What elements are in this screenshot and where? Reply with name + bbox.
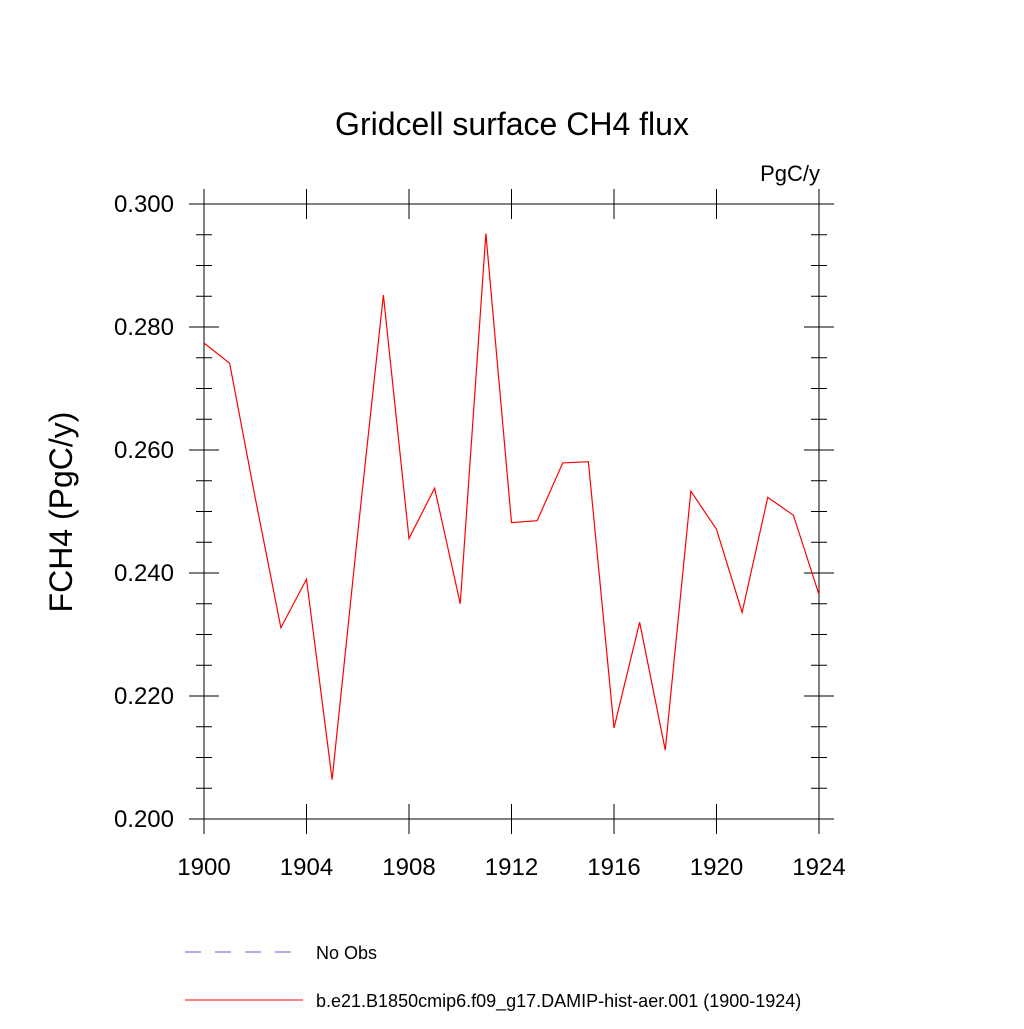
chart-title: Gridcell surface CH4 flux bbox=[335, 106, 689, 142]
x-tick-label: 1904 bbox=[280, 854, 333, 881]
x-tick-label: 1900 bbox=[177, 854, 230, 881]
series-line bbox=[203, 233, 820, 780]
y-tick-label: 0.200 bbox=[114, 806, 174, 833]
y-tick-label: 0.300 bbox=[114, 191, 174, 218]
y-axis-label: FCH4 (PgC/y) bbox=[43, 412, 79, 613]
y-tick-label: 0.280 bbox=[114, 314, 174, 341]
units-label: PgC/y bbox=[760, 161, 820, 186]
plot-frame bbox=[203, 203, 820, 820]
x-tick-label: 1916 bbox=[587, 854, 640, 881]
y-tick-label: 0.260 bbox=[114, 437, 174, 464]
legend-label: No Obs bbox=[316, 943, 377, 963]
tick-labels: 0.200 0.220 0.240 0.260 0.280 0.300 1900 1904 19… bbox=[114, 191, 846, 881]
x-tick-label: 1912 bbox=[485, 854, 538, 881]
x-tick-label: 1924 bbox=[792, 854, 845, 881]
y-tick-label: 0.240 bbox=[114, 560, 174, 587]
legend-label: b.e21.B1850cmip6.f09_g17.DAMIP-hist-aer.… bbox=[316, 991, 801, 1012]
legend: No Obs b.e21.B1850cmip6.f09_g17.DAMIP-his… bbox=[185, 943, 801, 1012]
axis-ticks bbox=[189, 189, 834, 834]
y-tick-label: 0.220 bbox=[114, 683, 174, 710]
series-layer bbox=[203, 233, 820, 780]
x-tick-label: 1920 bbox=[690, 854, 743, 881]
x-tick-label: 1908 bbox=[382, 854, 435, 881]
